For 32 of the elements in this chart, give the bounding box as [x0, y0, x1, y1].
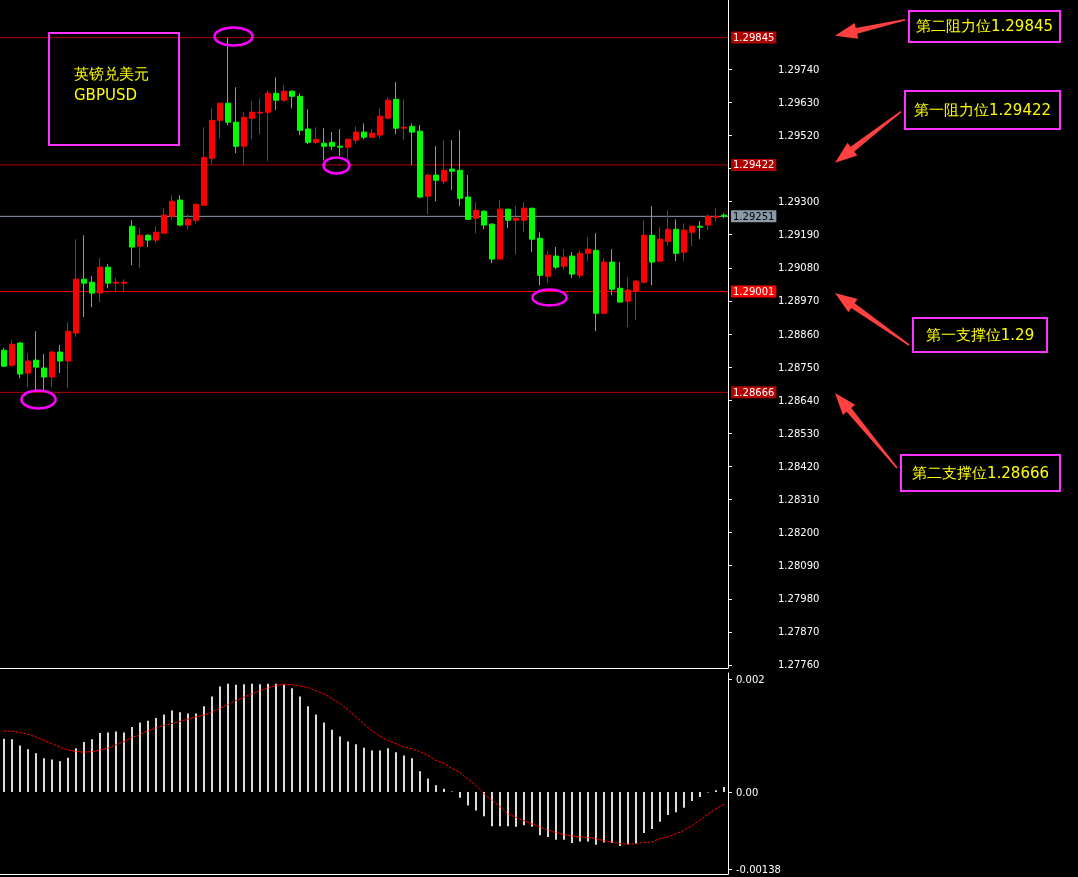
- y-tick-label: 1.29740: [778, 63, 820, 75]
- y-tick-label: 1.29630: [778, 96, 820, 108]
- y-tick-label: 1.28530: [778, 427, 820, 439]
- text: GBPUSD: [74, 86, 138, 104]
- y-tick-label: 1.28200: [778, 527, 820, 539]
- y-tick-label: 0.002: [736, 674, 765, 686]
- text: 第二阻力位1.29845: [915, 17, 1054, 36]
- y-tick-label: 1.28090: [778, 560, 820, 572]
- ref-line-label: 1.29422: [733, 159, 775, 171]
- text: 第一阻力位1.29422: [913, 100, 1052, 120]
- y-tick-label: 1.27760: [778, 659, 820, 671]
- ref-line-label: 1.29845: [733, 32, 775, 44]
- y-tick-label: 1.28970: [778, 295, 820, 307]
- y-tick-label: 1.29080: [778, 262, 820, 274]
- y-tick-label: 1.29190: [778, 229, 820, 241]
- text: 英镑兑美元: [74, 65, 149, 83]
- y-tick-label: 1.29520: [778, 129, 820, 141]
- y-tick-label: -0.00138: [736, 864, 781, 876]
- y-tick-label: 0.00: [736, 786, 759, 798]
- text: 第一支撑位1.29: [925, 325, 1035, 345]
- y-tick-label: 1.28750: [778, 361, 820, 373]
- y-tick-label: 1.28640: [778, 394, 820, 406]
- y-tick-label: 1.28420: [778, 460, 820, 472]
- ref-line-label: 1.29251: [733, 210, 775, 222]
- y-tick-label: 1.28310: [778, 494, 820, 505]
- ref-line-label: 1.28666: [733, 386, 775, 398]
- y-tick-label: 1.28860: [778, 328, 820, 340]
- y-tick-label: 1.29300: [778, 196, 820, 208]
- ref-line-label: 1.29001: [733, 286, 775, 298]
- text: 第二支撑位1.28666: [911, 463, 1050, 483]
- y-tick-label: 1.27870: [778, 626, 820, 638]
- y-tick-label: 1.27980: [778, 593, 820, 605]
